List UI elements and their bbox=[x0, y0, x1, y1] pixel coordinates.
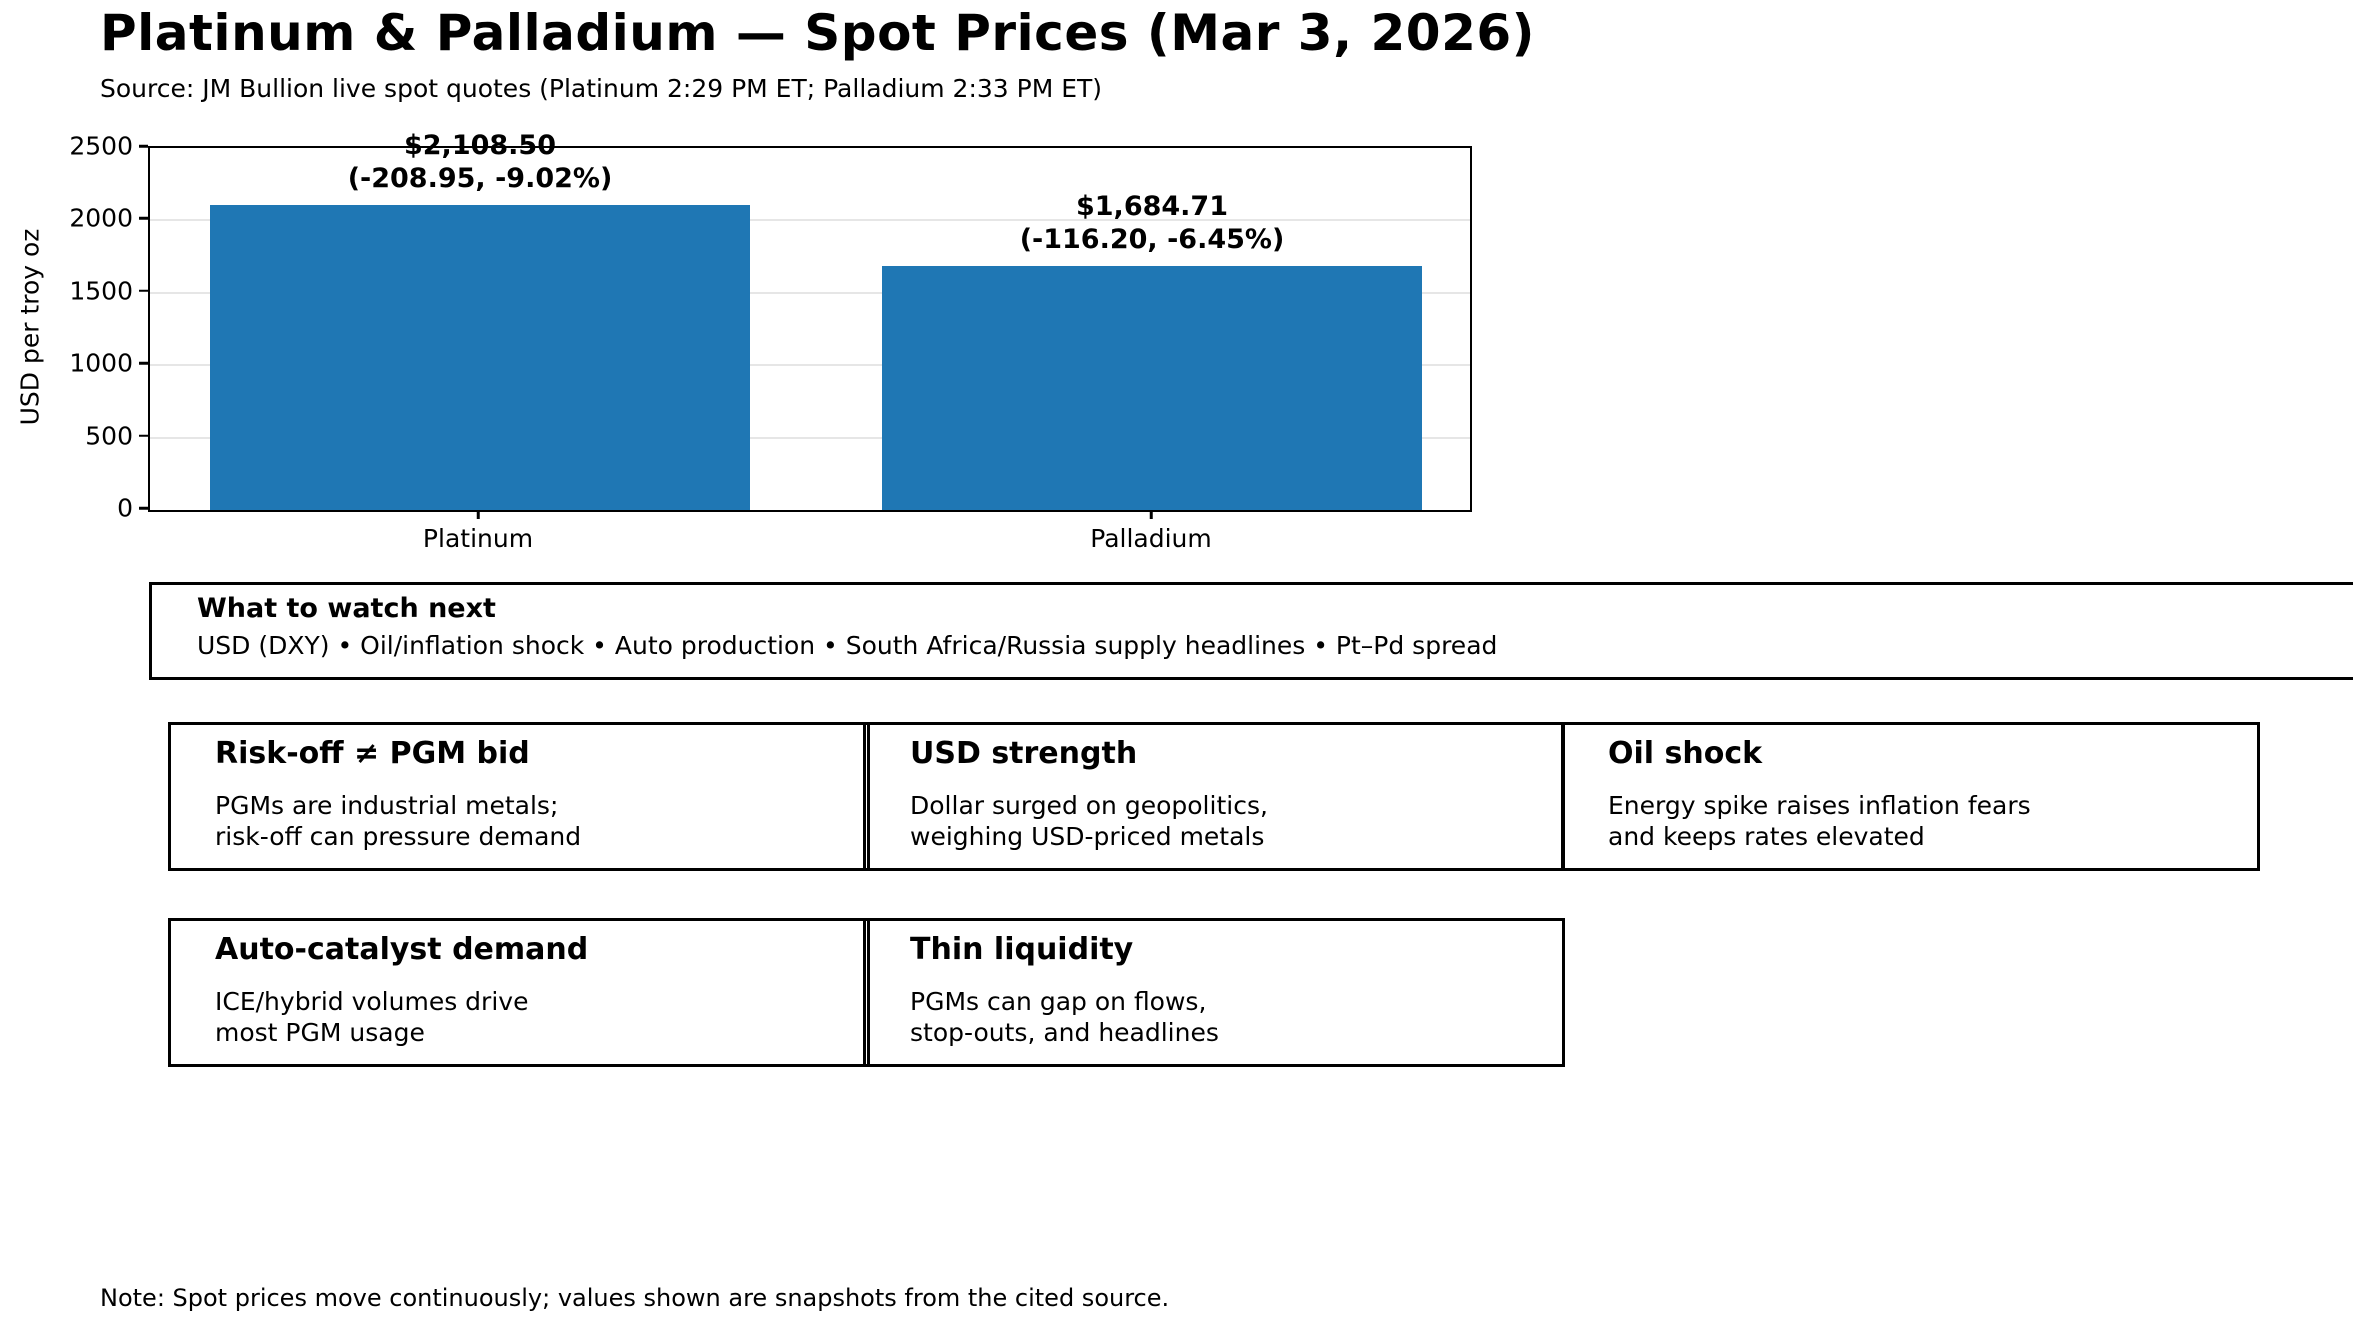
y-axis-tick-marks bbox=[139, 144, 148, 510]
y-tick-label-0: 0 bbox=[117, 493, 133, 523]
y-tick-mark-1000 bbox=[139, 361, 148, 365]
card-body-line: most PGM usage bbox=[215, 1018, 425, 1047]
card-title: Thin liquidity bbox=[910, 932, 1134, 967]
watch-next-box: What to watch next USD (DXY) • Oil/infla… bbox=[149, 582, 2353, 680]
card-body-line: PGMs are industrial metals; bbox=[215, 791, 559, 820]
card-body-line: stop-outs, and headlines bbox=[910, 1018, 1219, 1047]
x-tick-label-platinum: Platinum bbox=[422, 524, 534, 553]
y-tick-mark-2000 bbox=[139, 217, 148, 220]
x-tick-mark-platinum bbox=[476, 510, 480, 519]
y-tick-mark-0 bbox=[139, 506, 148, 510]
card-oil-shock: Oil shock Energy spike raises inflation … bbox=[1561, 722, 2260, 871]
gridline-1500 bbox=[150, 291, 1470, 294]
card-body-line: PGMs can gap on flows, bbox=[910, 987, 1207, 1016]
card-auto-catalyst: Auto-catalyst demand ICE/hybrid volumes … bbox=[168, 918, 870, 1067]
palladium-change: (-116.20, -6.45%) bbox=[1019, 224, 1285, 256]
y-tick-mark-1500 bbox=[139, 289, 148, 293]
card-risk-off: Risk-off ≠ PGM bid PGMs are industrial m… bbox=[168, 722, 870, 871]
platinum-price: $2,108.50 bbox=[403, 129, 557, 161]
card-body: ICE/hybrid volumes drive most PGM usage bbox=[215, 986, 867, 1048]
platinum-change: (-208.95, -9.02%) bbox=[347, 162, 613, 194]
y-tick-label-2500: 2500 bbox=[69, 131, 133, 161]
card-body-line: ICE/hybrid volumes drive bbox=[215, 987, 529, 1016]
card-body: Dollar surged on geopolitics, weighing U… bbox=[910, 790, 1562, 852]
bar-group-palladium: $1,684.71 (-116.20, -6.45%) bbox=[882, 148, 1422, 510]
page-title: Platinum & Palladium — Spot Prices (Mar … bbox=[100, 4, 1536, 62]
x-tick-label-palladium: Palladium bbox=[1090, 524, 1212, 553]
y-tick-mark-2500 bbox=[139, 144, 148, 148]
bar-value-label-platinum: $2,108.50 (-208.95, -9.02%) bbox=[180, 129, 780, 195]
y-tick-label-1000: 1000 bbox=[69, 348, 133, 378]
footnote: Note: Spot prices move continuously; val… bbox=[100, 1284, 1170, 1312]
y-axis-tick-labels: 0 500 1000 1500 2000 2500 bbox=[0, 134, 133, 521]
watch-next-body: USD (DXY) • Oil/inflation shock • Auto p… bbox=[197, 631, 1498, 660]
palladium-price: $1,684.71 bbox=[1075, 191, 1229, 223]
bar-value-label-palladium: $1,684.71 (-116.20, -6.45%) bbox=[852, 190, 1452, 256]
card-thin-liquidity: Thin liquidity PGMs can gap on flows, st… bbox=[863, 918, 1565, 1067]
card-body-line: Dollar surged on geopolitics, bbox=[910, 791, 1268, 820]
y-tick-label-2000: 2000 bbox=[69, 203, 133, 233]
y-tick-label-1500: 1500 bbox=[69, 276, 133, 306]
card-title: Risk-off ≠ PGM bid bbox=[215, 736, 530, 771]
y-tick-label-500: 500 bbox=[85, 421, 133, 451]
bar-palladium bbox=[882, 266, 1422, 510]
bar-group-platinum: $2,108.50 (-208.95, -9.02%) bbox=[210, 130, 750, 510]
card-usd-strength: USD strength Dollar surged on geopolitic… bbox=[863, 722, 1565, 871]
card-body-line: risk-off can pressure demand bbox=[215, 822, 582, 851]
card-title: Auto-catalyst demand bbox=[215, 932, 589, 967]
bar-platinum bbox=[210, 204, 750, 510]
card-body: PGMs can gap on flows, stop-outs, and he… bbox=[910, 986, 1562, 1048]
gridline-2000 bbox=[150, 219, 1470, 222]
card-body-line: weighing USD-priced metals bbox=[910, 822, 1265, 851]
card-body: Energy spike raises inflation fears and … bbox=[1608, 790, 2257, 852]
bar-chart-plot-area: $2,108.50 (-208.95, -9.02%) $1,684.71 (-… bbox=[148, 130, 1472, 512]
card-body-line: and keeps rates elevated bbox=[1608, 822, 1925, 851]
watch-next-title: What to watch next bbox=[197, 593, 496, 624]
card-title: USD strength bbox=[910, 736, 1138, 771]
gridline-500 bbox=[150, 436, 1470, 439]
gridline-1000 bbox=[150, 364, 1470, 367]
source-subtitle: Source: JM Bullion live spot quotes (Pla… bbox=[100, 74, 1103, 103]
card-body-line: Energy spike raises inflation fears bbox=[1608, 791, 2031, 820]
card-body: PGMs are industrial metals; risk-off can… bbox=[215, 790, 867, 852]
y-tick-mark-500 bbox=[139, 434, 148, 437]
x-tick-mark-palladium bbox=[1149, 510, 1153, 519]
card-title: Oil shock bbox=[1608, 736, 1763, 771]
